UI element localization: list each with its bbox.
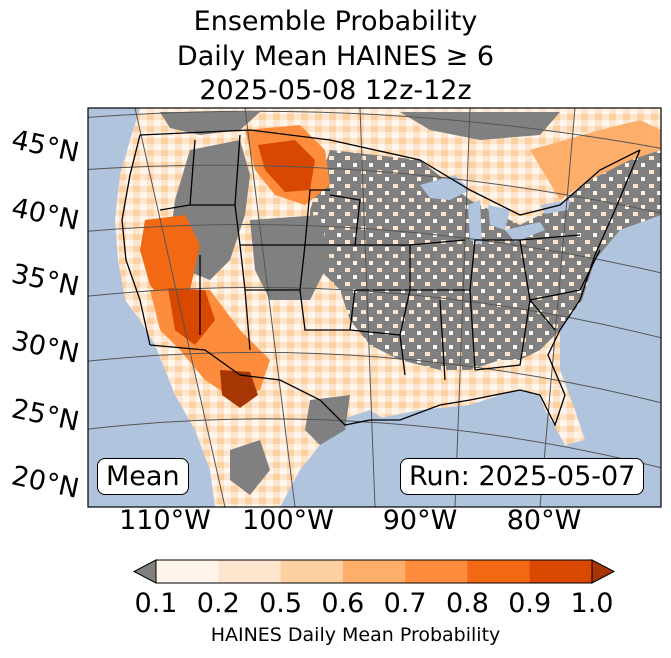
- colorbar-tick-label: 0.9: [508, 588, 552, 619]
- lon-label-100w: 100°W: [242, 505, 334, 536]
- colorbar-label: HAINES Daily Mean Probability: [210, 624, 501, 646]
- colorbar-frame: [155, 559, 593, 584]
- parallel-45n: [88, 110, 661, 149]
- us-mexico-border: [149, 344, 371, 426]
- parallel-20n: [88, 418, 661, 469]
- parallel-35n: [88, 223, 661, 274]
- colorbar-segment: [218, 560, 282, 583]
- colorbar-over-arrow: [591, 559, 616, 584]
- map-title-line-2: Daily Mean HAINES ≥ 6: [176, 41, 495, 72]
- lon-label-90w: 90°W: [382, 505, 458, 536]
- colorbar-under-arrow: [132, 559, 157, 584]
- map-data-layer: [88, 108, 661, 507]
- colorbar-segment: [280, 560, 344, 583]
- meridian-80w: [454, 108, 471, 507]
- colorbar-segment: [529, 560, 593, 583]
- meridian-90w: [359, 108, 376, 507]
- colorbar-tick-label: 0.1: [134, 588, 178, 619]
- us-coastline-west: [121, 134, 151, 346]
- map-frame: [87, 107, 662, 508]
- colorbar-segment: [467, 560, 531, 583]
- lon-label-80w: 80°W: [506, 505, 582, 536]
- colorbar-tick-label: 0.7: [383, 588, 427, 619]
- below-threshold-area-plains: [250, 215, 330, 300]
- colorbar-segments: [156, 560, 593, 583]
- colorbar-tick-label: 0.8: [445, 588, 489, 619]
- parallel-40n: [88, 164, 661, 214]
- run-date-label-box: Run: 2025-05-07: [400, 458, 645, 495]
- probability-area-arizona-core: [168, 288, 215, 345]
- meridian-110w: [134, 108, 226, 507]
- colorbar-segment: [405, 560, 468, 583]
- colorbar-segment: [156, 560, 219, 583]
- parallel-30n: [88, 286, 661, 339]
- mean-label-box: Mean: [97, 458, 189, 495]
- below-threshold-area-canada: [160, 112, 560, 140]
- great-lakes: [420, 175, 570, 245]
- colorbar-segment: [342, 560, 406, 583]
- below-threshold-area: [310, 150, 661, 370]
- meridian-100w: [244, 108, 296, 507]
- colorbar-tick-label: 1.0: [570, 588, 614, 619]
- map-title-line-3: 2025-05-08 12z-12z: [199, 75, 472, 106]
- us-coastline-east: [370, 149, 641, 427]
- state-borders: [121, 129, 641, 427]
- colorbar-tick-label: 0.2: [196, 588, 240, 619]
- colorbar-tick-label: 0.6: [321, 588, 365, 619]
- lon-label-110w: 110°W: [119, 505, 211, 536]
- colorbar-tick-label: 0.5: [259, 588, 303, 619]
- probability-area-new-mexico-core: [220, 370, 258, 408]
- state-lines: [159, 134, 601, 381]
- us-canada-border: [139, 129, 641, 216]
- probability-area-northeast: [530, 120, 661, 200]
- map-title-line-1: Ensemble Probability: [193, 6, 478, 37]
- parallel-25n: [88, 351, 661, 404]
- graticule: [88, 108, 661, 507]
- meridian-70w: [539, 108, 576, 507]
